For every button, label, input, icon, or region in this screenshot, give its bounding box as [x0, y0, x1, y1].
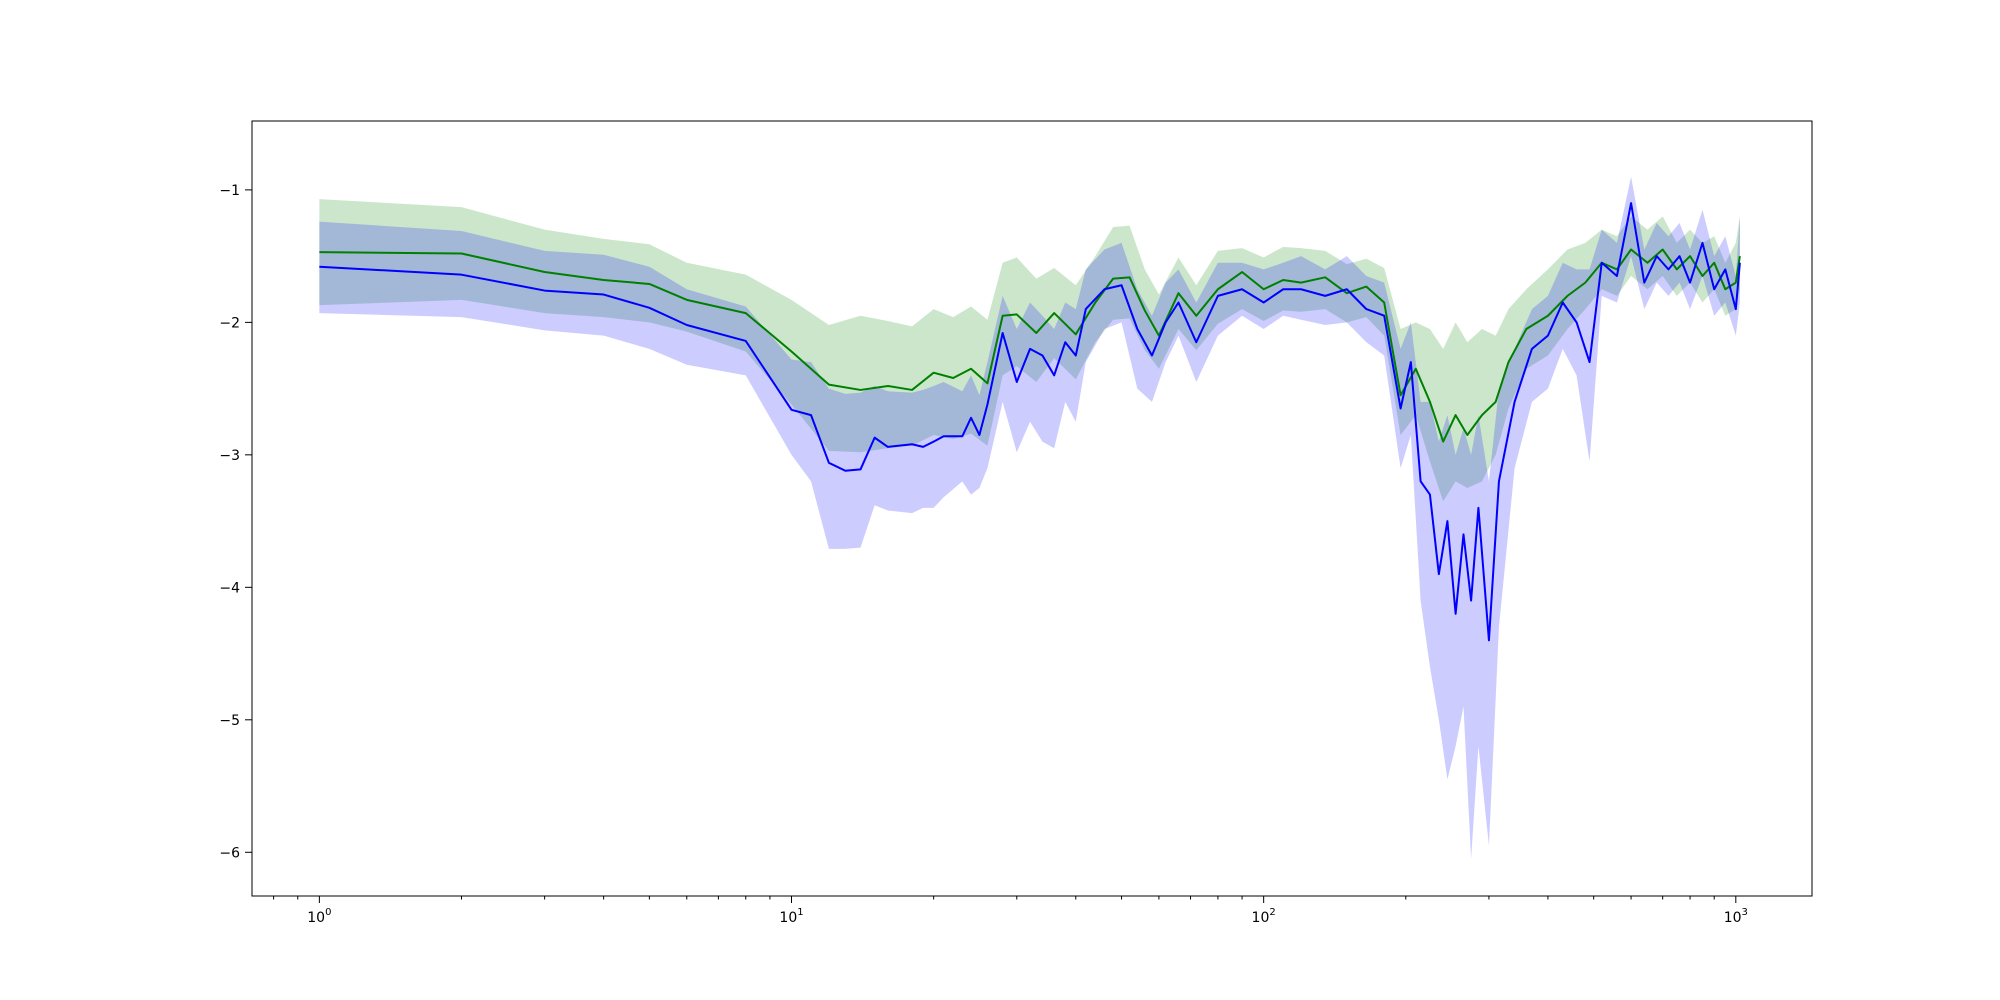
- plot-frame: [251, 120, 1813, 897]
- y-tick-label: −5: [219, 713, 240, 729]
- y-tick-label: −4: [219, 580, 240, 596]
- y-axis: −1 −2 −3 −4 −5 −6: [219, 183, 252, 861]
- x-tick-label: 102: [1252, 907, 1276, 926]
- series-lines: [319, 202, 1741, 642]
- line-series-2: [319, 202, 1741, 642]
- x-tick-label: 100: [307, 907, 331, 926]
- x-axis: 100 101 102 103: [273, 896, 1748, 926]
- uncertainty-bands: [319, 176, 1740, 859]
- line-series-1: [319, 248, 1741, 443]
- x-tick-label: 101: [779, 907, 803, 926]
- y-tick-label: −6: [219, 845, 240, 861]
- y-tick-label: −1: [219, 183, 240, 199]
- y-tick-label: −2: [219, 315, 240, 331]
- band-series-2: [319, 176, 1740, 859]
- y-tick-label: −3: [219, 448, 240, 464]
- x-tick-label: 103: [1724, 907, 1748, 926]
